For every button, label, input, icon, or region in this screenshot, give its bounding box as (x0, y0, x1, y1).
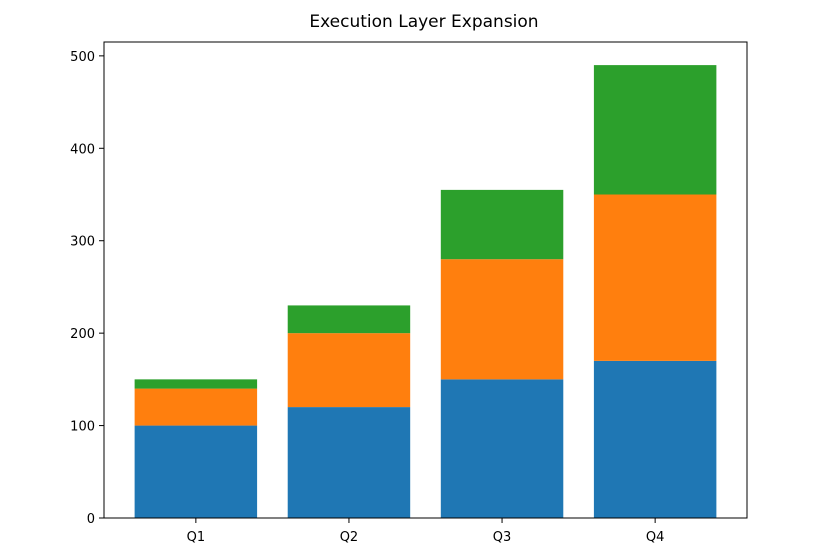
x-tick-label-q4: Q4 (646, 530, 665, 545)
y-tick-label-200: 200 (70, 327, 95, 342)
bar-q2-segment-2 (287, 333, 411, 408)
bar-q1-segment-3 (134, 379, 258, 389)
bar-q3-segment-3 (440, 189, 564, 260)
x-tick-label-q1: Q1 (187, 530, 206, 545)
y-tick-label-300: 300 (70, 235, 95, 250)
chart-title: Execution Layer Expansion (309, 12, 538, 32)
y-tick-label-500: 500 (70, 50, 95, 65)
x-tick-label-q2: Q2 (340, 530, 359, 545)
bar-q4-segment-3 (593, 65, 717, 195)
bar-q3-segment-1 (440, 379, 564, 518)
bar-q4-segment-1 (593, 360, 717, 518)
bar-q1-segment-1 (134, 425, 258, 518)
y-tick-label-0: 0 (87, 512, 95, 527)
plot-frame (103, 41, 748, 519)
bar-q2-segment-3 (287, 305, 411, 334)
bar-q4-segment-2 (593, 194, 717, 361)
y-tick-label-400: 400 (70, 142, 95, 157)
x-tick-label-q3: Q3 (493, 530, 512, 545)
bar-q3-segment-2 (440, 259, 564, 380)
bar-q2-segment-1 (287, 407, 411, 518)
ticks-layer: 0 100 200 300 400 500 Q1 Q2 Q3 Q4 (70, 50, 664, 545)
bar-q1-segment-2 (134, 388, 258, 426)
bars-layer (134, 65, 717, 518)
y-tick-label-100: 100 (70, 420, 95, 435)
